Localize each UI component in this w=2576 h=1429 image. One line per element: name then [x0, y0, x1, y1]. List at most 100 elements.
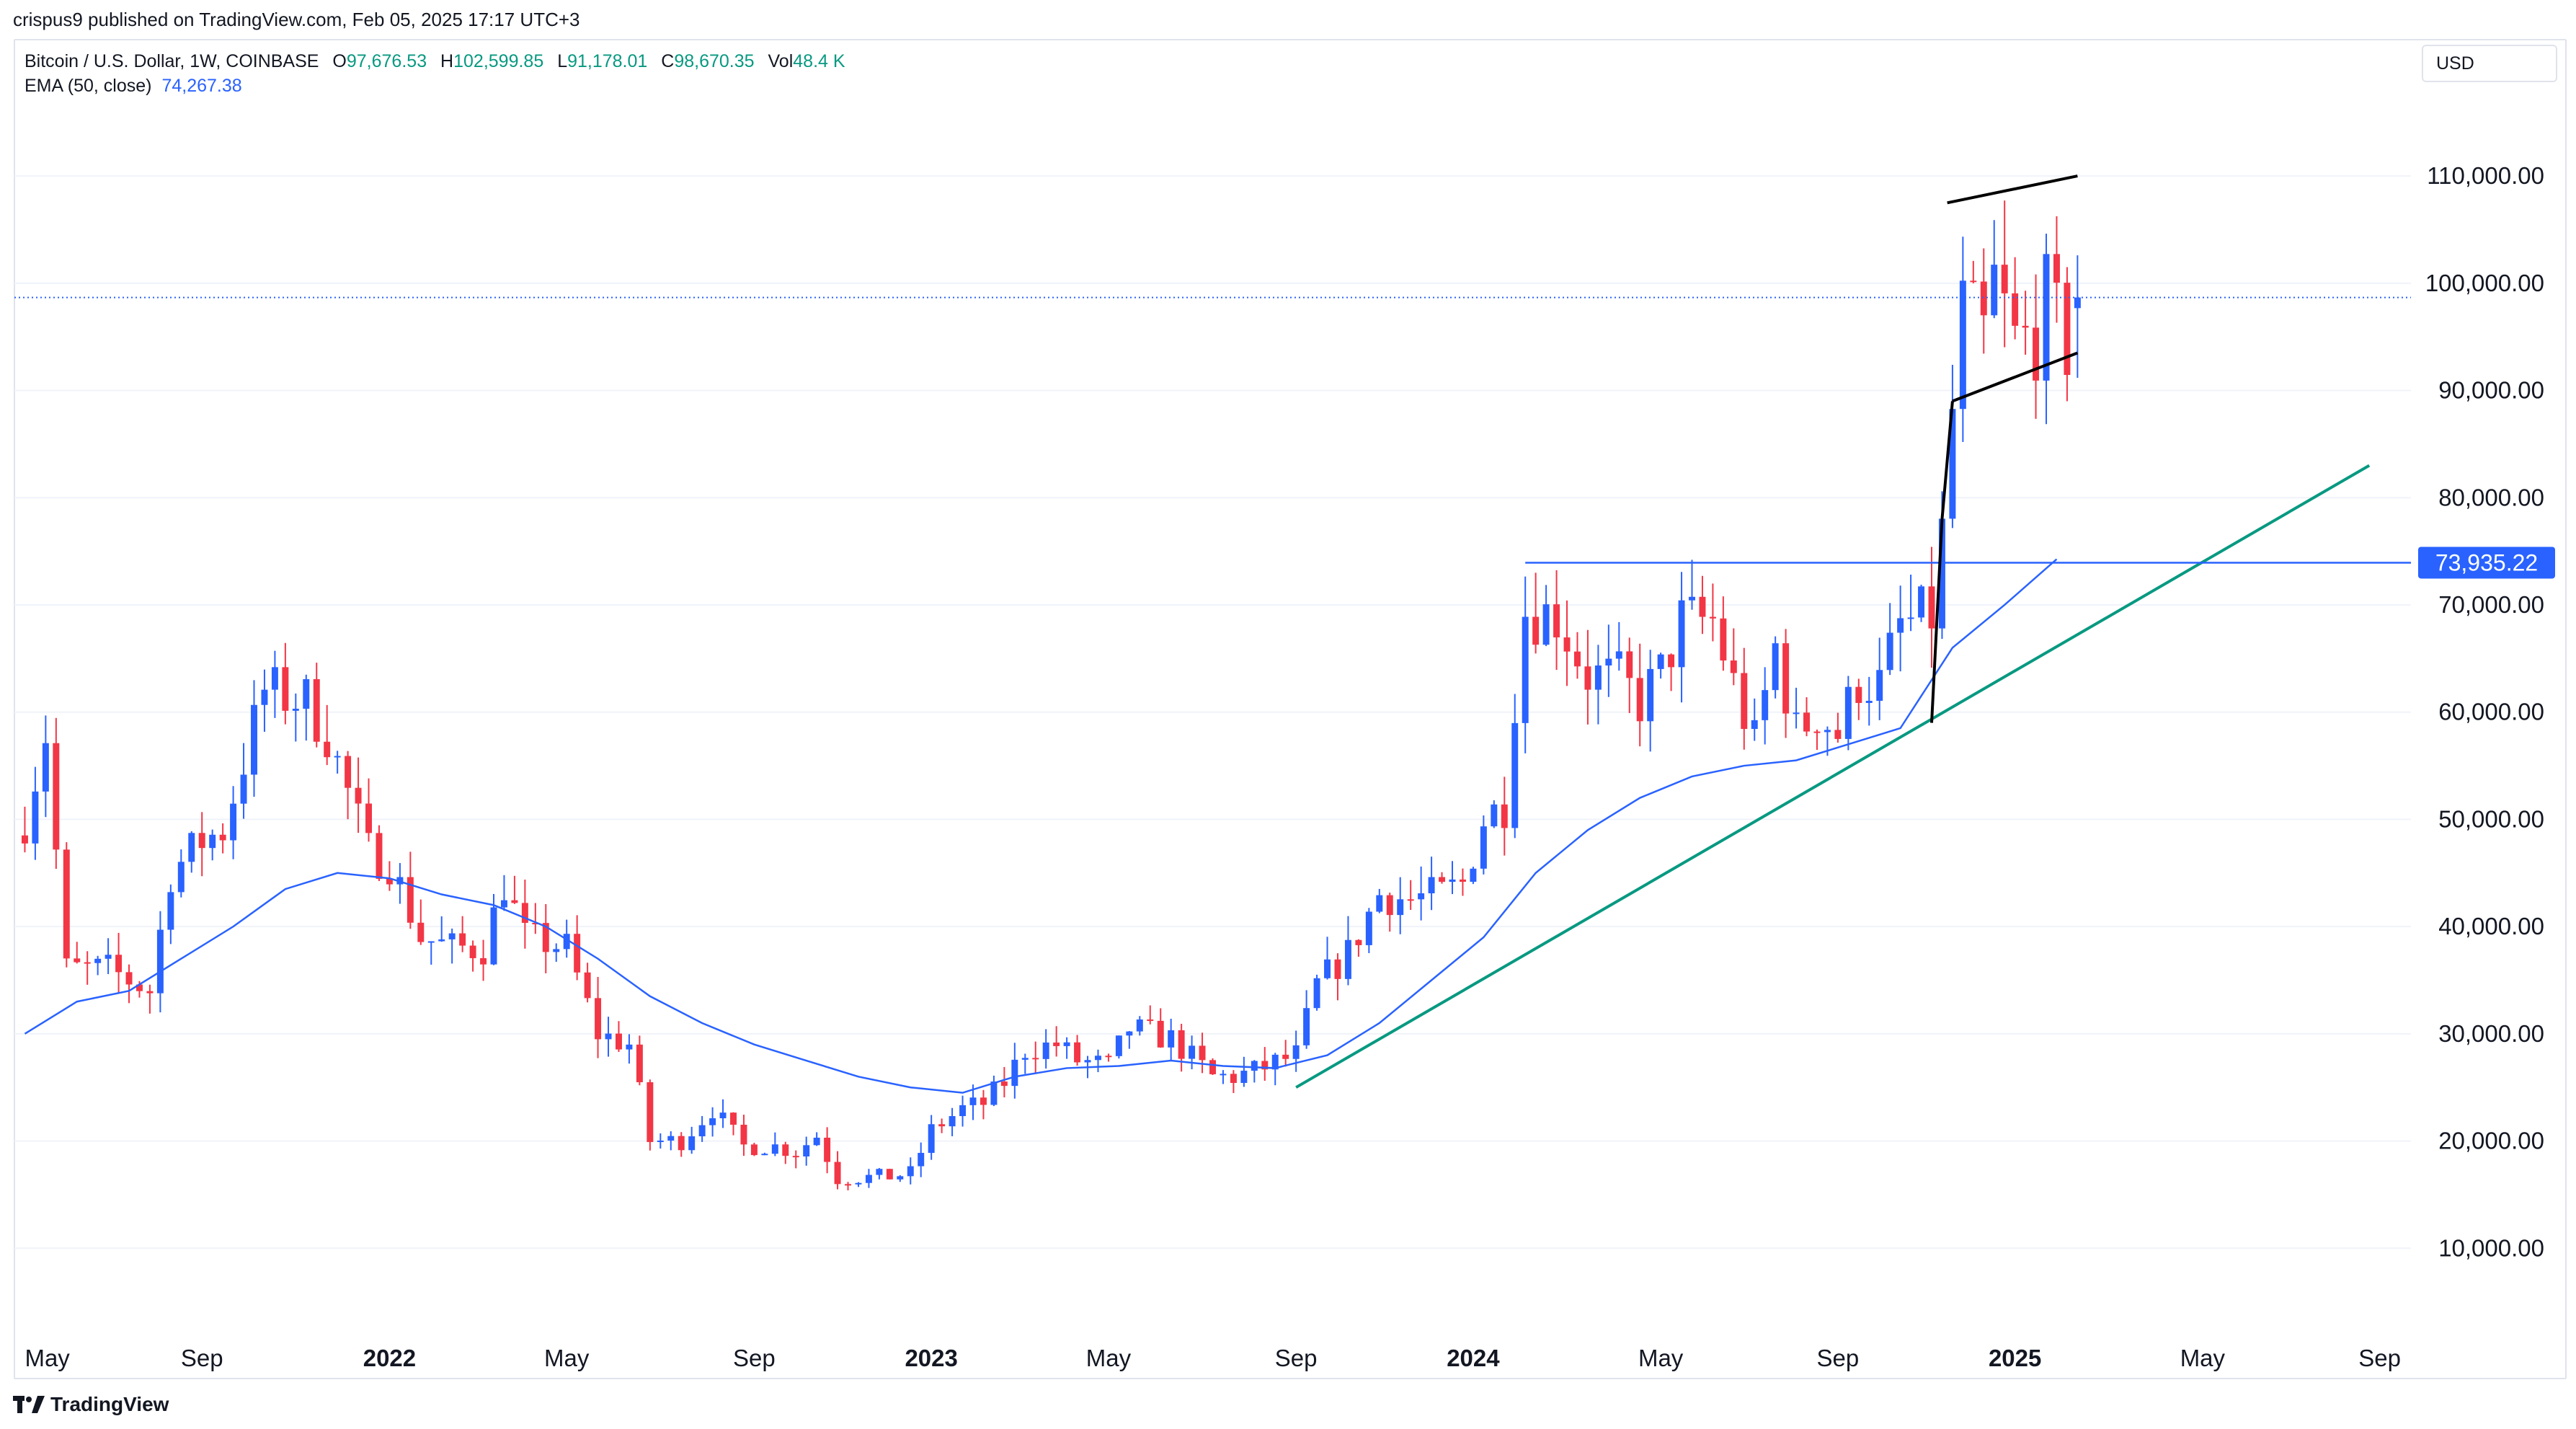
- candle-body: [188, 833, 195, 862]
- candle-body: [2074, 297, 2081, 309]
- candle-body: [84, 962, 91, 964]
- candle-body: [532, 923, 539, 925]
- candle-body: [1991, 265, 1998, 316]
- candle-body: [490, 907, 497, 965]
- candle-body: [1470, 868, 1477, 882]
- volume-label: Vol: [768, 51, 794, 71]
- candle-body: [313, 678, 320, 742]
- candle-body: [719, 1112, 727, 1119]
- candle-body: [32, 791, 39, 844]
- candle-body: [667, 1136, 675, 1141]
- candle-body: [438, 939, 445, 942]
- candle-body: [907, 1166, 914, 1177]
- ema-row[interactable]: EMA (50, close) 74,267.38: [25, 74, 845, 98]
- candle-body: [990, 1081, 998, 1105]
- candle-body: [115, 955, 123, 973]
- candle-body: [1011, 1059, 1018, 1087]
- candle-body: [2053, 254, 2060, 283]
- candle-body: [1147, 1019, 1154, 1022]
- time-tick-label: May: [544, 1345, 590, 1371]
- candle-body: [792, 1156, 799, 1158]
- candle-body: [407, 877, 414, 923]
- price-axis[interactable]: 10,000.00 20,000.00 30,000.00 40,000.00 50,0…: [2418, 162, 2555, 1261]
- candle-body: [834, 1162, 841, 1185]
- candle-body: [1501, 804, 1508, 828]
- candle-body: [209, 834, 216, 849]
- price-tick-label: 100,000.00: [2425, 270, 2544, 296]
- candle-body: [1741, 673, 1748, 730]
- candle-body: [1511, 722, 1519, 828]
- candle-body: [1126, 1031, 1133, 1036]
- currency-selector[interactable]: USD: [2422, 45, 2557, 82]
- candle-body: [94, 958, 102, 963]
- chart-legend: Bitcoin / U.S. Dollar, 1W, COINBASE O97,…: [25, 49, 845, 98]
- price-tick-label: 80,000.00: [2438, 484, 2544, 510]
- candle-body: [1824, 730, 1831, 733]
- candle-body: [969, 1097, 977, 1105]
- candle-body: [292, 708, 299, 711]
- candle-body: [1084, 1060, 1091, 1063]
- candle-body: [1074, 1042, 1081, 1063]
- candle-body: [1897, 618, 1904, 633]
- candle-body: [1459, 879, 1466, 882]
- candle-body: [959, 1105, 967, 1117]
- candle-body: [574, 934, 581, 973]
- candle-body: [1251, 1061, 1258, 1071]
- candle-body: [1886, 632, 1893, 671]
- time-tick-label: Sep: [2358, 1345, 2401, 1371]
- candle-body: [542, 923, 549, 952]
- high-value: 102,599.85: [453, 51, 544, 71]
- candle-body: [813, 1137, 820, 1146]
- candle-body: [855, 1182, 862, 1185]
- time-tick-label: 2025: [1989, 1345, 2041, 1371]
- candle-body: [886, 1169, 893, 1180]
- candle-body: [1720, 618, 1727, 661]
- candle-body: [334, 756, 341, 758]
- price-tick-label: 40,000.00: [2438, 913, 2544, 939]
- price-tick-label: 70,000.00: [2438, 591, 2544, 618]
- candle-body: [730, 1112, 737, 1125]
- time-axis[interactable]: May Sep 2022 May Sep 2023 May Sep 2024 May Sep 2025…: [25, 1345, 2401, 1371]
- candle-body: [303, 678, 310, 709]
- candle-body: [761, 1154, 768, 1156]
- candle-body: [876, 1169, 883, 1175]
- candle-body: [1907, 617, 1914, 619]
- symbol-label[interactable]: Bitcoin / U.S. Dollar, 1W, COINBASE: [25, 51, 319, 71]
- candle-body: [553, 949, 560, 952]
- candle-body: [469, 945, 476, 958]
- candle-body: [1344, 939, 1351, 979]
- time-tick-label: Sep: [181, 1345, 223, 1371]
- candle-body: [897, 1176, 904, 1180]
- candle-body: [386, 878, 393, 885]
- candle-body: [1772, 643, 1779, 691]
- candle-body: [1709, 616, 1716, 619]
- candle-body: [459, 933, 466, 946]
- candle-body: [1844, 686, 1852, 739]
- candle-body: [1115, 1035, 1122, 1056]
- ema-line: [24, 558, 2058, 1094]
- candle-body: [417, 922, 425, 942]
- candle-body: [938, 1124, 946, 1127]
- candle-body: [1647, 668, 1654, 722]
- candle-body: [1594, 665, 1602, 690]
- candle-body: [1938, 518, 1945, 629]
- candle-body: [1584, 666, 1591, 690]
- pattern-line: [1947, 174, 2078, 205]
- candle-body: [1855, 686, 1862, 703]
- candle-body: [698, 1125, 706, 1137]
- candle-body: [1209, 1060, 1216, 1074]
- candle-body: [1928, 586, 1935, 629]
- low-label: L: [557, 51, 568, 71]
- candle-body: [615, 1033, 622, 1050]
- candle-body: [167, 892, 174, 930]
- low-value: 91,178.01: [567, 51, 648, 71]
- candle-body: [1491, 804, 1498, 827]
- candle-body: [865, 1174, 872, 1183]
- candle-body: [1189, 1045, 1196, 1059]
- candle-body: [1271, 1054, 1279, 1070]
- time-tick-label: Sep: [1817, 1345, 1860, 1371]
- candle-body: [376, 833, 383, 879]
- candle-body: [219, 834, 226, 841]
